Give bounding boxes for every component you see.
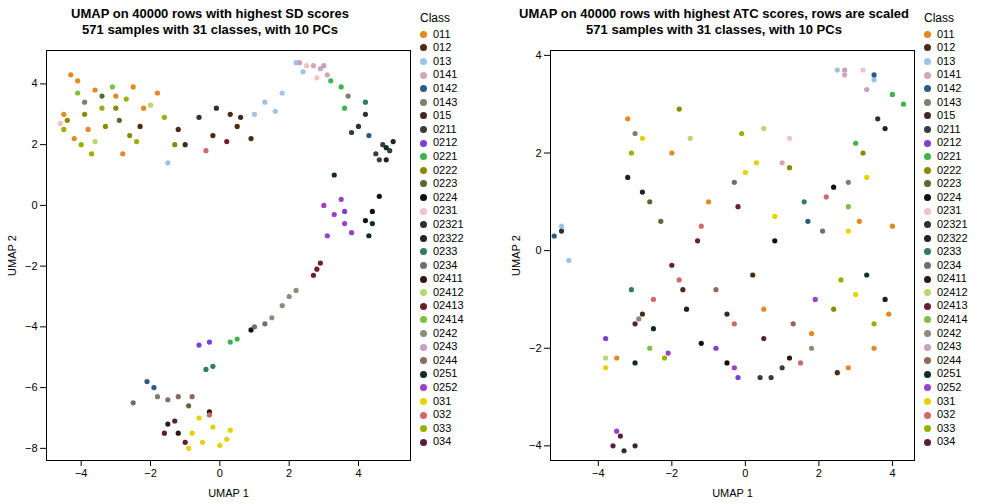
svg-text:UMAP 1: UMAP 1 [712,487,753,499]
html-text:0221: 0221 [433,149,458,162]
html-text:0233: 0233 [433,245,458,258]
html-text:011: 011 [937,27,955,40]
html-text:012: 012 [433,41,452,54]
html-text:0252: 0252 [433,381,458,393]
html-text:0223: 0223 [433,177,458,190]
html-text:012: 012 [937,41,956,54]
html-text:02414: 02414 [433,313,464,326]
html-text:02411: 02411 [433,272,463,285]
svg-text:2: 2 [535,147,541,159]
svg-text:UMAP 2: UMAP 2 [510,235,522,276]
svg-text:−2: −2 [529,342,542,354]
html-text:015: 015 [433,109,452,122]
html-text:0143: 0143 [937,95,962,108]
html-text:034: 034 [433,435,452,448]
svg-text:2: 2 [816,467,822,479]
svg-text:−8: −8 [25,442,38,454]
html-text:02322: 02322 [937,231,968,244]
html-text:0231: 0231 [433,204,458,217]
html-text:0141: 0141 [937,68,962,81]
html-text:02412: 02412 [937,285,968,298]
html-text:0243: 0243 [937,340,962,353]
html-text:033: 033 [937,421,956,434]
svg-text:−2: −2 [666,467,679,479]
html-text:571 samples with 31 classes, w: 571 samples with 31 classes, with 10 PCs [586,22,842,37]
html-text:0233: 0233 [937,245,962,258]
html-text:02413: 02413 [433,299,464,312]
svg-text:−6: −6 [25,381,38,393]
html-text:0143: 0143 [433,95,458,108]
html-text:02412: 02412 [433,285,464,298]
html-text:02413: 02413 [937,299,968,312]
html-text:013: 013 [433,54,452,67]
html-text:UMAP on 40000 rows with highes: UMAP on 40000 rows with highest ATC scor… [519,6,909,21]
html-text:571 samples with 31 classes, w: 571 samples with 31 classes, with 10 PCs [82,22,338,37]
html-text:02414: 02414 [937,313,968,326]
html-text:0211: 0211 [433,122,457,135]
html-text:0224: 0224 [937,190,962,203]
html-text:0244: 0244 [433,353,458,366]
html-text:Class: Class [924,11,954,25]
svg-text:−2: −2 [25,260,38,272]
html-text:02322: 02322 [433,231,464,244]
svg-text:4: 4 [31,77,37,89]
html-text:0222: 0222 [937,163,962,176]
html-text:02411: 02411 [937,272,967,285]
svg-text:0: 0 [217,467,223,479]
html-text:034: 034 [937,435,956,448]
html-text:013: 013 [937,54,956,67]
html-text:0242: 0242 [433,326,458,339]
svg-text:2: 2 [286,467,292,479]
html-text:0243: 0243 [433,340,458,353]
html-text:031: 031 [937,394,956,407]
html-text:0252: 0252 [937,381,962,393]
html-text:032: 032 [937,408,956,421]
svg-text:0: 0 [31,199,37,211]
svg-text:0: 0 [742,467,748,479]
html-text:0211: 0211 [937,122,961,135]
html-text:0141: 0141 [433,68,458,81]
html-text:0222: 0222 [433,163,458,176]
html-text:015: 015 [937,109,956,122]
html-text:0234: 0234 [433,258,458,271]
html-text:0142: 0142 [937,82,962,94]
svg-text:−4: −4 [25,320,38,332]
html-text:02321: 02321 [433,217,464,230]
html-text:0242: 0242 [937,326,962,339]
html-text:0224: 0224 [433,190,458,203]
svg-text:UMAP 2: UMAP 2 [6,235,18,276]
svg-text:UMAP 1: UMAP 1 [208,487,249,499]
html-text:0231: 0231 [937,204,962,217]
svg-text:4: 4 [355,467,361,479]
html-text:031: 031 [433,394,452,407]
html-text:033: 033 [433,421,452,434]
html-text:0212: 0212 [433,136,458,149]
html-text:02321: 02321 [937,217,968,230]
svg-text:4: 4 [535,49,541,61]
html-text:UMAP on 40000 rows with highes: UMAP on 40000 rows with highest SD score… [71,6,349,21]
html-text:0212: 0212 [937,136,962,149]
html-text:0251: 0251 [937,367,962,380]
svg-text:−4: −4 [75,467,88,479]
svg-text:2: 2 [31,138,37,150]
svg-text:−2: −2 [144,467,157,479]
html-text:0251: 0251 [433,367,458,380]
html-text:011: 011 [433,27,451,40]
svg-text:4: 4 [889,467,895,479]
html-text:0244: 0244 [937,353,962,366]
svg-text:0: 0 [535,244,541,256]
svg-text:−4: −4 [592,467,605,479]
html-text:032: 032 [433,408,452,421]
html-text:Class: Class [420,11,450,25]
html-text:0221: 0221 [937,149,962,162]
html-text:0234: 0234 [937,258,962,271]
svg-text:−4: −4 [529,439,542,451]
html-text:0223: 0223 [937,177,962,190]
html-text:0142: 0142 [433,82,458,94]
